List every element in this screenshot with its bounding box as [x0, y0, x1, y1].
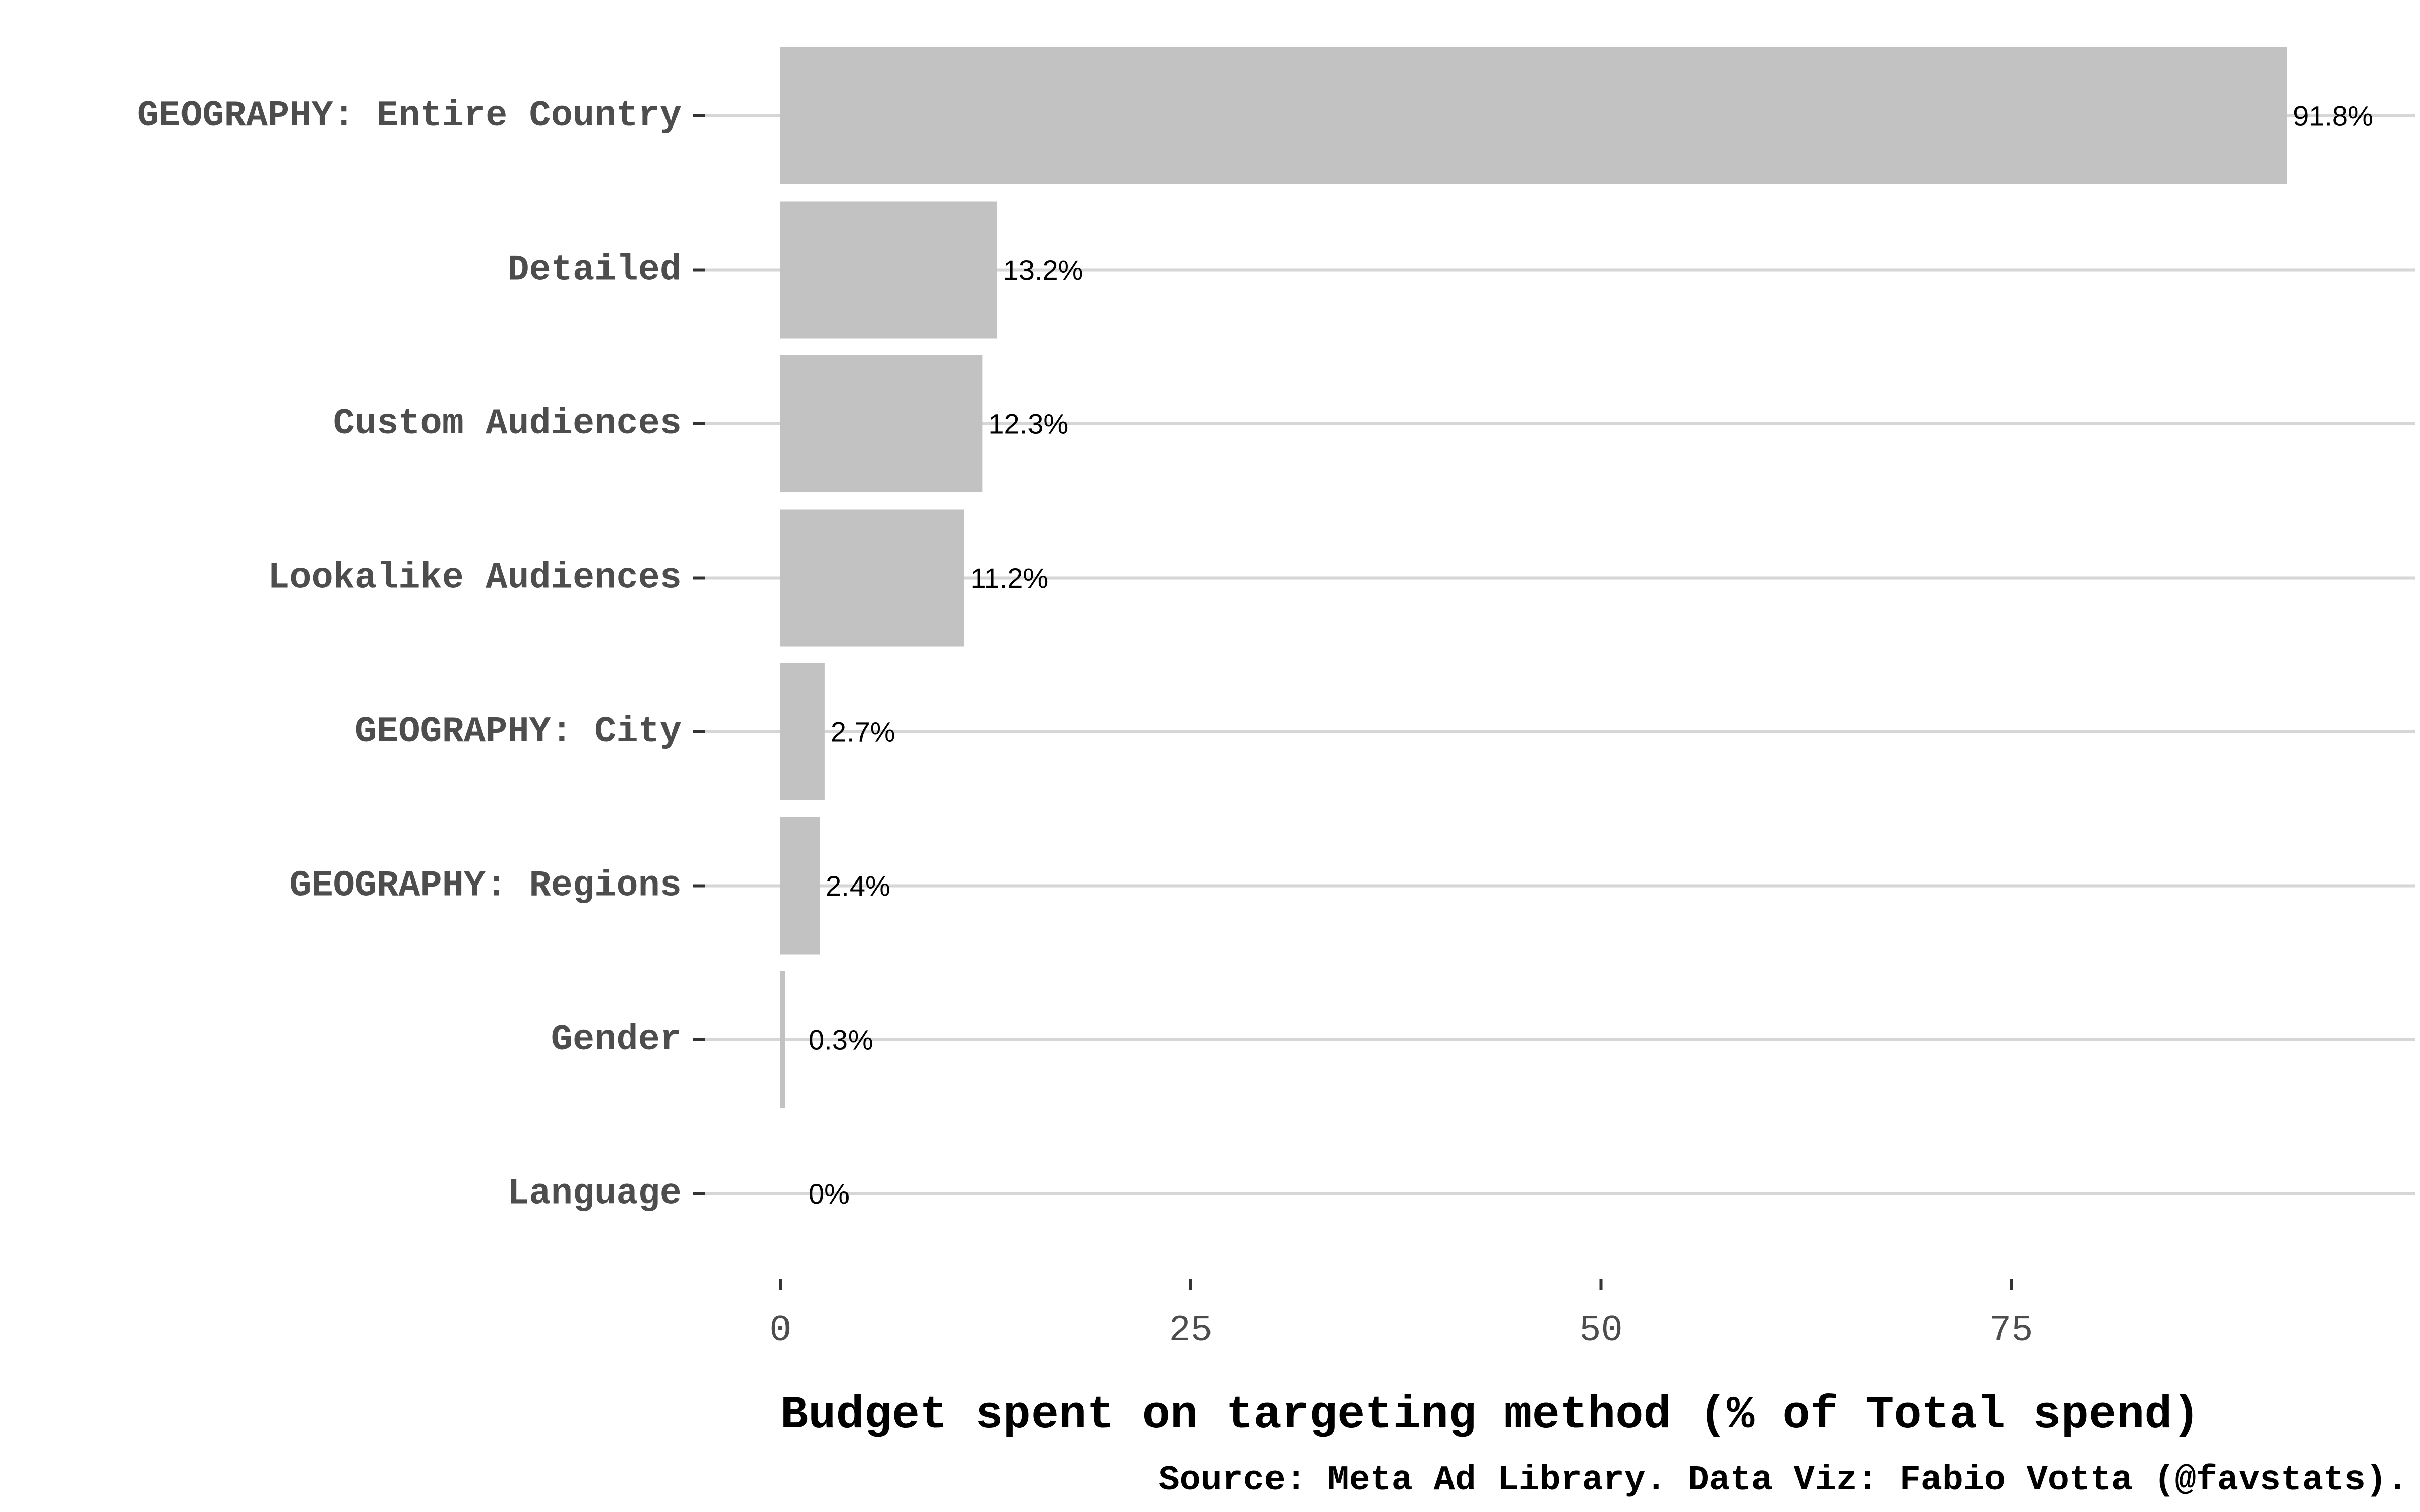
x-tick-label: 50: [1579, 1310, 1622, 1351]
bar: [780, 663, 825, 800]
category-label: Detailed: [507, 249, 682, 291]
bars: [780, 47, 2287, 1108]
data-label: 2.7%: [831, 716, 895, 748]
category-label: Custom Audiences: [333, 403, 682, 445]
data-label: 0.3%: [809, 1024, 873, 1056]
category-label: Gender: [551, 1019, 682, 1060]
data-label: 13.2%: [1003, 254, 1083, 286]
chart-caption: Source: Meta Ad Library. Data Viz: Fabio…: [1159, 1461, 2408, 1500]
value-axis: 0 25 50 75: [769, 1279, 2033, 1351]
data-labels: 91.8% 13.2% 12.3% 11.2% 2.7% 2.4% 0.3% 0%: [809, 100, 2373, 1210]
category-label: Language: [507, 1173, 682, 1215]
bar: [780, 971, 785, 1108]
data-label: 11.2%: [971, 562, 1049, 594]
category-label: Lookalike Audiences: [268, 557, 682, 599]
data-label: 91.8%: [2293, 100, 2373, 132]
x-tick-label: 25: [1169, 1310, 1213, 1351]
bar: [780, 509, 964, 647]
bar: [780, 47, 2287, 184]
x-tick-label: 0: [769, 1310, 791, 1351]
bar: [780, 817, 820, 955]
x-tick-label: 75: [1989, 1310, 2033, 1351]
category-label: GEOGRAPHY: City: [355, 711, 682, 752]
bar: [780, 201, 997, 339]
category-axis: GEOGRAPHY: Entire Country Detailed Custom …: [137, 95, 705, 1215]
category-label: GEOGRAPHY: Entire Country: [137, 95, 682, 137]
data-label: 12.3%: [988, 408, 1068, 440]
data-label: 2.4%: [826, 870, 890, 902]
category-label: GEOGRAPHY: Regions: [289, 865, 682, 907]
data-label: 0%: [809, 1178, 850, 1210]
bar: [780, 355, 983, 492]
x-axis-title: Budget spent on targeting method (% of T…: [780, 1389, 2200, 1441]
